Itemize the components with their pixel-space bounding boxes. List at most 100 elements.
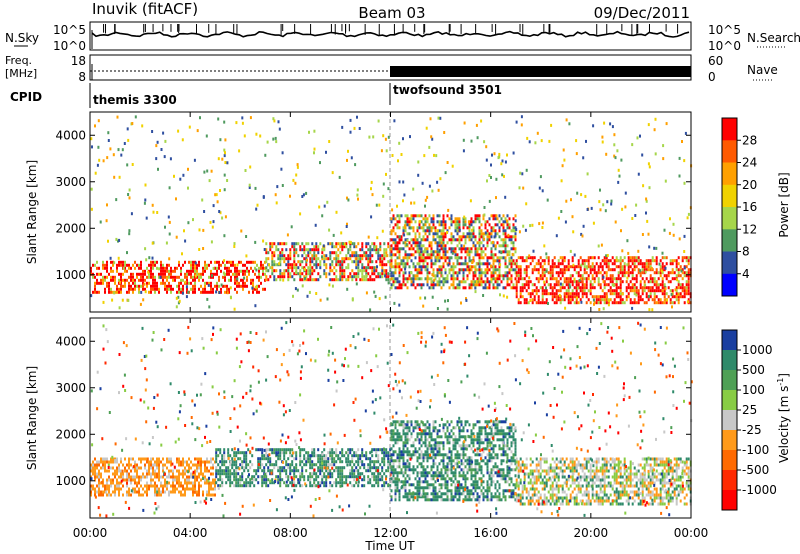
echo-cell — [293, 451, 296, 455]
echo-cell — [426, 217, 429, 221]
echo-cell — [192, 484, 194, 488]
echo-cell — [122, 478, 124, 482]
echo-cell — [420, 277, 423, 281]
echo-cell — [418, 486, 421, 490]
echo-cell — [162, 490, 164, 494]
echo-cell — [492, 217, 495, 221]
echo-cell — [392, 471, 395, 475]
echo-cell — [194, 484, 196, 488]
echo-cell — [353, 451, 356, 455]
echo-cell — [229, 454, 232, 458]
echo-cell — [196, 275, 198, 279]
echo-cell — [164, 478, 166, 482]
echo-cell — [504, 250, 507, 254]
echo-cell — [440, 229, 443, 233]
echo-cell — [533, 268, 536, 272]
echo-cell — [551, 298, 554, 302]
echo-cell — [283, 469, 286, 473]
echo-cell — [416, 498, 419, 502]
echo-cell — [683, 289, 686, 293]
echo-cell — [164, 463, 166, 467]
echo-cell — [392, 214, 395, 218]
echo-cell — [315, 278, 318, 282]
echo-cell — [430, 286, 433, 290]
echo-cell — [279, 478, 282, 482]
echo-cell — [146, 275, 148, 279]
echo-cell — [414, 286, 417, 290]
echo-cell — [440, 238, 443, 242]
echo-cell — [102, 484, 104, 488]
echo-cell — [589, 289, 592, 293]
echo-cell — [585, 295, 588, 299]
echo-cell — [406, 220, 409, 224]
echo-cell — [118, 272, 120, 276]
echo-cell — [175, 197, 177, 201]
echo-cell — [586, 266, 589, 270]
echo-cell — [262, 269, 264, 273]
echo-cell — [418, 495, 421, 499]
echo-cell — [420, 253, 423, 257]
echo-cell — [116, 478, 118, 482]
echo-cell — [661, 262, 664, 266]
echo-cell — [297, 469, 300, 473]
echo-cell — [271, 463, 274, 467]
echo-cell — [355, 263, 358, 267]
echo-cell — [279, 269, 282, 273]
echo-cell — [325, 463, 328, 467]
echo-cell — [591, 265, 594, 269]
echo-cell — [192, 266, 194, 270]
echo-cell — [152, 266, 154, 270]
echo-cell — [408, 498, 411, 502]
echo-cell — [198, 490, 200, 494]
echo-cell — [228, 272, 230, 276]
echo-cell — [228, 269, 230, 273]
echo-cell — [297, 478, 300, 482]
echo-cell — [394, 280, 397, 284]
echo-cell — [653, 292, 656, 296]
echo-cell — [293, 278, 296, 282]
echo-cell — [394, 217, 397, 221]
echo-cell — [541, 298, 544, 302]
echo-cell — [498, 235, 501, 239]
echo-cell — [514, 277, 517, 281]
echo-cell — [136, 263, 138, 267]
echo-cell — [633, 298, 636, 302]
echo-cell — [96, 281, 98, 285]
echo-cell — [154, 484, 156, 488]
echo-cell — [242, 287, 244, 291]
echo-cell — [541, 274, 544, 278]
echo-cell — [234, 275, 236, 279]
echo-cell — [663, 274, 666, 278]
echo-cell — [271, 469, 274, 473]
echo-cell — [275, 245, 278, 249]
echo-cell — [404, 244, 407, 248]
echo-cell — [295, 266, 298, 270]
echo-cell — [311, 248, 314, 252]
echo-cell — [435, 255, 438, 259]
echo-cell — [412, 444, 415, 448]
echo-cell — [289, 257, 292, 261]
echo-cell — [424, 265, 427, 269]
echo-cell — [437, 188, 440, 192]
echo-cell — [468, 225, 471, 229]
echo-cell — [663, 265, 666, 269]
echo-cell — [205, 134, 208, 138]
echo-cell — [267, 257, 270, 261]
echo-cell — [321, 475, 324, 479]
echo-cell — [533, 298, 536, 302]
echo-cell — [130, 481, 132, 485]
echo-cell — [235, 472, 238, 476]
echo-cell — [408, 274, 411, 278]
echo-cell — [329, 269, 332, 273]
echo-cell — [615, 295, 618, 299]
echo-cell — [619, 289, 622, 293]
echo-cell — [319, 263, 322, 267]
echo-cell — [564, 220, 567, 224]
echo-cell — [474, 268, 477, 272]
echo-cell — [402, 247, 405, 251]
echo-cell — [369, 308, 372, 312]
nave-label: Nave — [747, 63, 778, 77]
echo-cell — [335, 242, 338, 246]
echo-cell — [178, 263, 180, 267]
echo-cell — [287, 484, 290, 488]
